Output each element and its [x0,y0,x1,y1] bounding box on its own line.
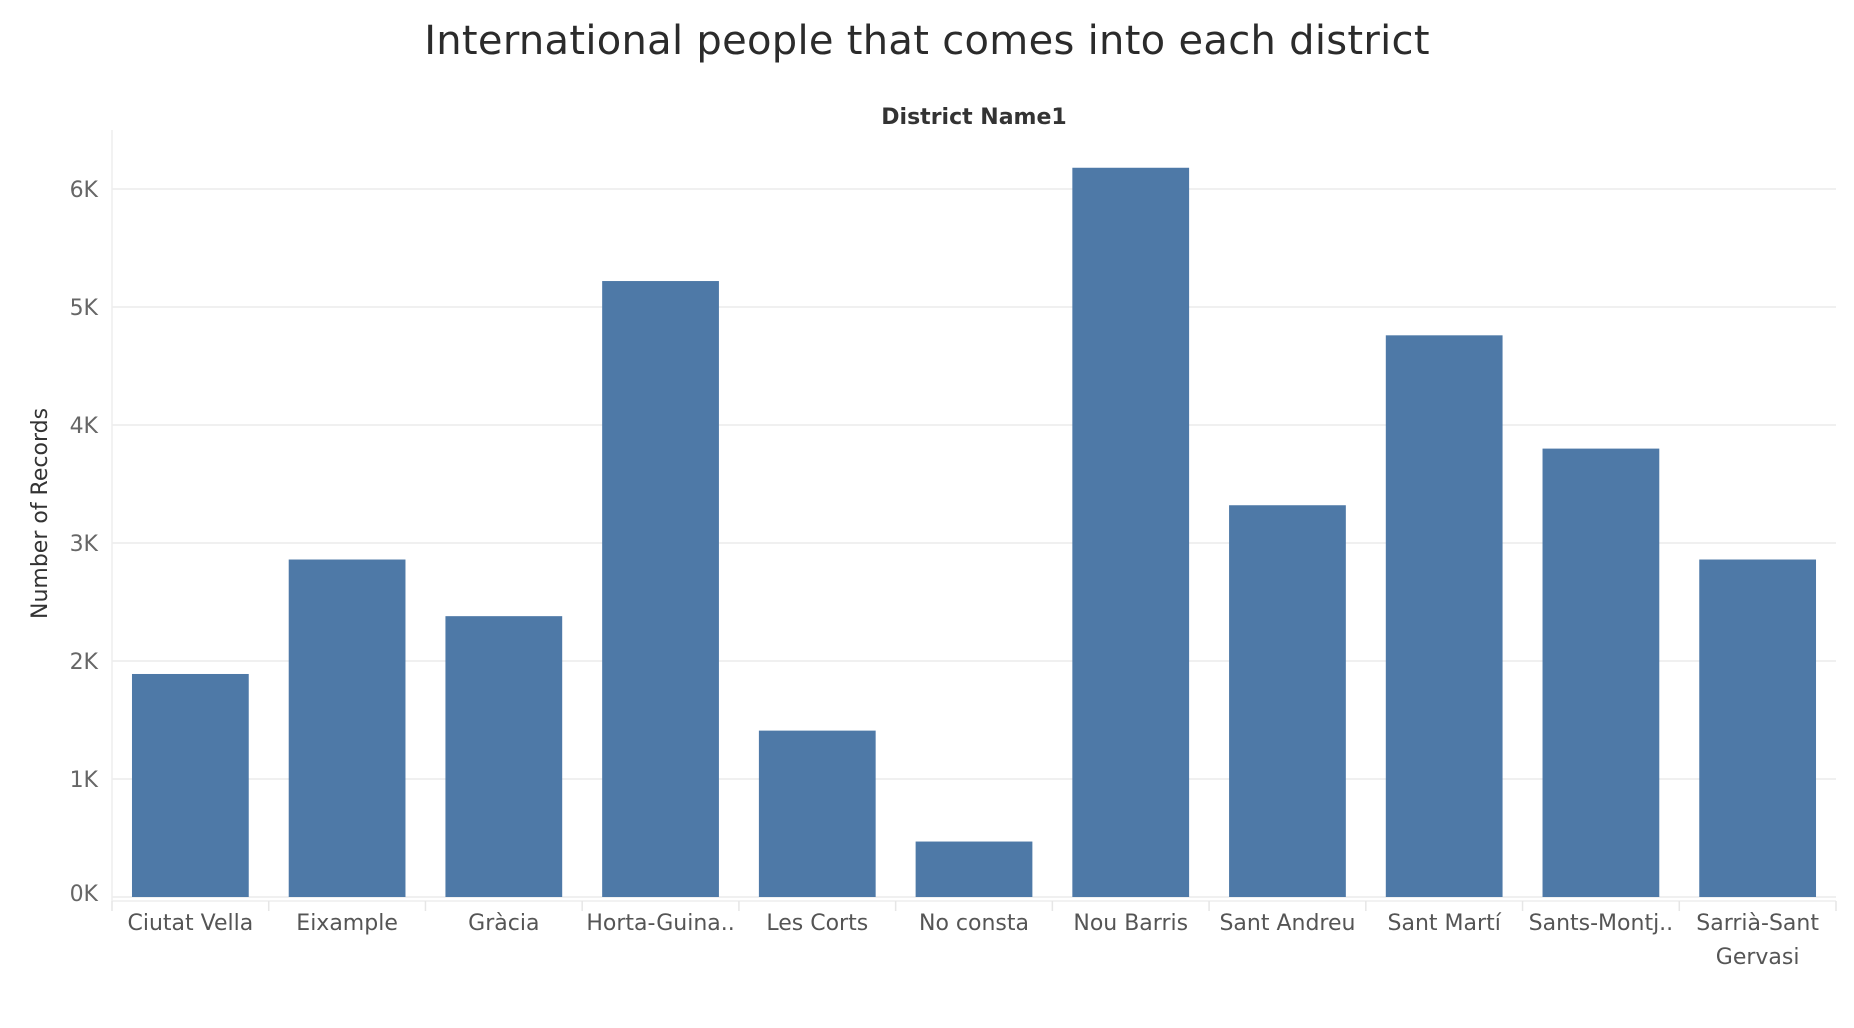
y-axis-ticks: 0K 1K 2K 3K 4K 5K 6K [70,178,99,907]
bars [131,167,1817,897]
x-category-label: Sant Martí [1388,911,1502,936]
x-category-label: Sant Andreu [1219,911,1355,936]
bar[interactable] [1072,167,1190,897]
x-category-label: Gervasi [1716,945,1800,970]
y-tick-label: 3K [70,532,99,557]
x-category-label: Nou Barris [1073,911,1188,936]
bar[interactable] [1229,505,1346,897]
column-header-label: District Name1 [881,105,1066,130]
y-tick-label: 5K [70,296,99,321]
x-category-label: Sarrià-Sant [1696,911,1819,936]
y-tick-label: 6K [70,178,99,203]
chart-title: International people that comes into eac… [424,18,1430,64]
y-tick-label: 0K [70,882,99,907]
x-axis-labels: Ciutat Vella Eixample Gràcia Horta-Guina.. L… [127,911,1819,970]
bar[interactable] [1385,335,1503,897]
bar[interactable] [131,673,249,897]
x-category-label: Eixample [296,911,398,936]
y-tick-label: 2K [70,650,99,675]
bar[interactable] [602,281,719,897]
bar[interactable] [1699,559,1817,897]
x-category-label: Ciutat Vella [127,911,253,936]
x-category-label: Horta-Guina.. [586,911,734,936]
x-category-label: Gràcia [468,911,539,936]
bar[interactable] [915,841,1033,897]
x-category-label: Les Corts [766,911,868,936]
bar[interactable] [288,559,406,897]
x-category-label: Sants-Montj.. [1529,911,1674,936]
x-category-label: No consta [919,911,1029,936]
bar[interactable] [1542,448,1660,897]
bar[interactable] [445,616,563,897]
y-axis-title: Number of Records [28,408,53,619]
y-tick-label: 1K [70,768,99,793]
y-tick-label: 4K [70,414,99,439]
bar[interactable] [758,730,876,897]
